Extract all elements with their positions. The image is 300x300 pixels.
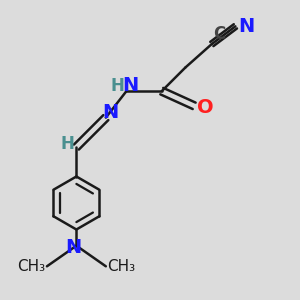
- Text: N: N: [238, 17, 255, 36]
- Text: N: N: [65, 238, 82, 257]
- Text: CH₃: CH₃: [17, 259, 46, 274]
- Text: H: H: [60, 135, 74, 153]
- Text: H: H: [110, 77, 124, 95]
- Text: N: N: [122, 76, 138, 95]
- Text: CH₃: CH₃: [107, 259, 135, 274]
- Text: N: N: [102, 103, 119, 122]
- Text: O: O: [197, 98, 214, 117]
- Text: C: C: [213, 25, 226, 43]
